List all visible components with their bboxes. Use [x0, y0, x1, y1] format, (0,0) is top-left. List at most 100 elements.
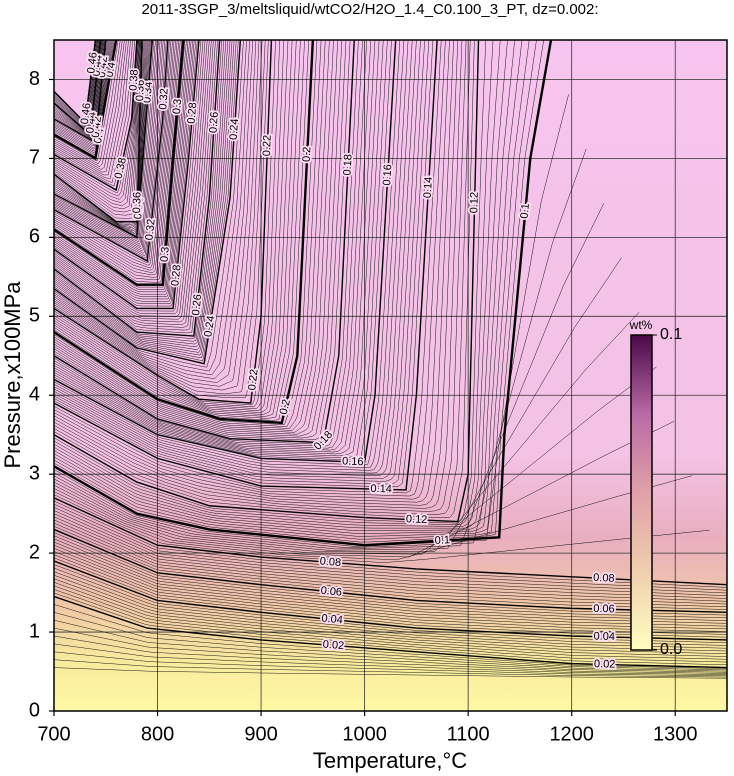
minor-contour [54, 40, 186, 288]
contour-label: 0.36 [131, 192, 144, 214]
minor-contour [54, 40, 105, 141]
minor-contour [54, 40, 161, 250]
minor-contour [54, 40, 155, 240]
contour-label: 0.28 [186, 102, 200, 124]
minor-contour [54, 40, 178, 276]
minor-contour [54, 40, 202, 312]
minor-contour [54, 40, 121, 165]
minor-contour [54, 40, 233, 353]
minor-contour [54, 40, 222, 339]
contour-label: 0.26 [190, 294, 204, 317]
minor-contour [54, 40, 141, 210]
minor-contour [54, 40, 140, 206]
minor-contour [54, 40, 276, 406]
minor-contour [54, 40, 104, 138]
contour-line [54, 40, 355, 444]
minor-contour [54, 40, 150, 233]
minor-contour [54, 40, 198, 307]
minor-contour [54, 40, 206, 317]
minor-contour [54, 40, 135, 187]
colorbar-scale [630, 334, 653, 651]
minor-contour [54, 40, 149, 232]
minor-contour [54, 40, 523, 534]
contour-label: 0.44 [84, 111, 98, 134]
minor-contour [54, 40, 173, 268]
minor-contour [54, 40, 413, 474]
minor-contour [54, 40, 133, 183]
contour-label: 0.08 [593, 572, 615, 585]
y-tick-label: 8 [29, 68, 40, 90]
x-tick-label: 1300 [653, 723, 698, 745]
contour-label: 0.42 [96, 56, 110, 79]
contour-line [54, 40, 553, 547]
contour-label: 0.16 [381, 164, 394, 186]
contour-label: 0.4 [104, 61, 118, 78]
minor-contour [54, 40, 280, 408]
minor-contour [54, 94, 569, 547]
minor-contour [54, 40, 405, 468]
minor-contour [54, 40, 119, 162]
minor-contour [54, 475, 692, 561]
contour-line [54, 40, 438, 491]
minor-contour [54, 40, 167, 259]
minor-contour [54, 40, 454, 503]
minor-contour [54, 575, 727, 652]
colorbar: wt% 0.0 0.1 [629, 318, 683, 658]
minor-contour [54, 40, 285, 410]
y-axis-label: Pressure,x100MPa [0, 281, 25, 469]
plot-area: 0.02 0.02 0.04 0.04 0.06 0.06 0.08 0.08 0.1 0.1 0.… [54, 40, 727, 711]
minor-contour [54, 40, 147, 229]
contour-label: 0.12 [468, 192, 481, 214]
contour-line [54, 40, 221, 337]
contour-label: 0.36 [134, 80, 147, 102]
minor-contour [54, 40, 166, 256]
minor-contour [54, 40, 156, 243]
minor-contour [54, 40, 210, 323]
contour-label: 0.3 [171, 98, 184, 114]
contour-line [54, 40, 118, 161]
minor-contour [54, 40, 100, 133]
contour-line [54, 40, 138, 192]
contour-label: 0.12 [406, 513, 428, 526]
minor-contour [54, 40, 237, 359]
minor-contour [54, 40, 322, 427]
minor-contour [54, 40, 430, 485]
minor-contour [54, 545, 727, 627]
minor-contour [54, 40, 425, 482]
chart-title: 2011-3SGP_3/meltsliquid/wtCO2/H2O_1.4_C0… [141, 1, 598, 18]
y-tick-label: 1 [29, 620, 40, 642]
minor-contour [54, 40, 216, 331]
minor-contour [54, 40, 113, 152]
minor-contour [54, 40, 266, 395]
contour-label: 0.04 [593, 630, 615, 643]
minor-contour [54, 40, 190, 295]
contour-line [54, 497, 727, 586]
minor-contour [54, 585, 727, 660]
minor-contour [54, 667, 727, 679]
minor-contour [54, 571, 727, 649]
minor-contour [54, 40, 260, 387]
contour-label: 0.08 [319, 555, 341, 569]
minor-contour [54, 651, 727, 677]
minor-contour [54, 503, 727, 591]
contour-line [54, 560, 727, 641]
contour-label: 0.1 [519, 203, 532, 219]
minor-contour [54, 40, 176, 273]
contour-label: 0.2 [301, 146, 314, 162]
y-tick-label: 2 [29, 541, 40, 563]
y-tick-label: 6 [29, 226, 40, 248]
minor-contour [54, 526, 727, 610]
minor-contour [54, 40, 125, 170]
minor-contour [54, 541, 727, 624]
minor-contour [54, 40, 105, 140]
minor-contour [54, 592, 727, 666]
contour-label: 0.02 [594, 658, 616, 671]
minor-contour [54, 40, 104, 139]
minor-contour [54, 40, 140, 203]
minor-contour [54, 494, 710, 563]
minor-contour [54, 40, 181, 281]
minor-contour [54, 40, 175, 271]
contour-label: 0.32 [143, 218, 157, 241]
y-tick-label: 4 [29, 384, 40, 406]
minor-contour [54, 548, 727, 630]
